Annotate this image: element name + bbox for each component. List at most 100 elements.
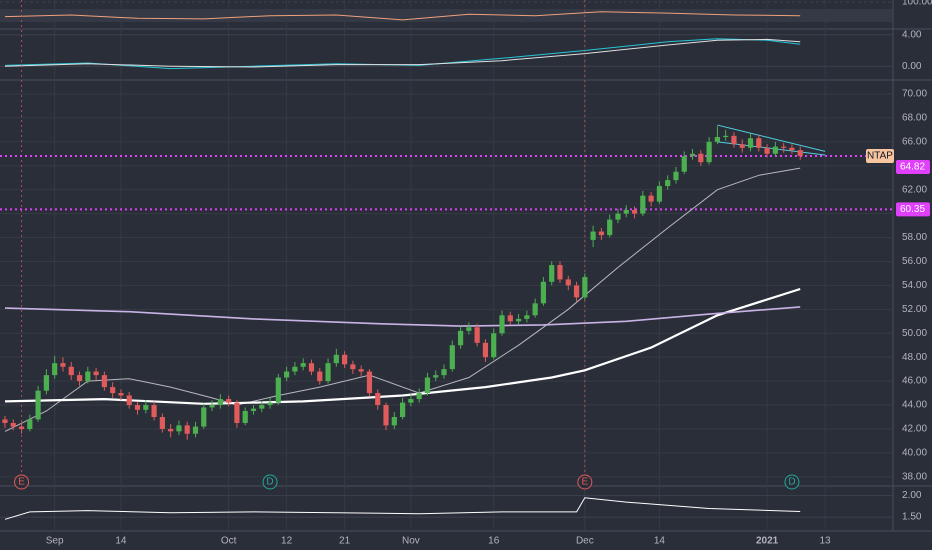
y-tick-label: 52.00 (902, 304, 927, 315)
candle-body (284, 371, 290, 378)
y-tick-label: 66.00 (902, 136, 927, 147)
y-tick-label: 46.00 (902, 376, 927, 387)
line (4, 11, 801, 21)
candle-body (118, 393, 124, 396)
candle-body (781, 146, 787, 148)
candle-body (159, 417, 165, 429)
pane-separators (0, 0, 932, 532)
candle-body (358, 369, 364, 372)
candle-body (532, 303, 538, 316)
candle-body (43, 375, 49, 391)
y-tick-label: 40.00 (902, 448, 927, 459)
candle-body (292, 366, 298, 372)
y-tick-label: 70.00 (902, 89, 927, 100)
y-tick-label: 54.00 (902, 280, 927, 291)
x-tick-label: 14 (654, 536, 666, 547)
candle-body (441, 369, 447, 376)
candle-body (706, 141, 712, 163)
candle-body (491, 333, 497, 358)
last-price-bg (896, 159, 930, 174)
y-tick-label: 1.50 (902, 512, 922, 523)
candle-body (772, 146, 778, 154)
candle-body (201, 407, 207, 427)
x-tick-label: 14 (115, 536, 127, 547)
candle-body (192, 426, 199, 434)
grid (0, 0, 893, 531)
candle-body (209, 405, 215, 408)
y-tick-label: 2.00 (902, 490, 922, 501)
candle-body (350, 364, 356, 370)
candle-body (598, 231, 605, 236)
candle-body (623, 210, 629, 214)
candle-body (217, 399, 223, 406)
x-tick-label: 16 (488, 536, 500, 547)
y-tick-label: 0.00 (902, 61, 922, 72)
x-tick-label: 21 (339, 536, 351, 547)
candle-body (18, 426, 25, 429)
candle-body (242, 411, 248, 423)
candle-body (499, 315, 505, 334)
x-tick-label: Dec (576, 536, 594, 547)
x-tick-label: 12 (281, 536, 293, 547)
x-tick-label: Nov (402, 536, 420, 547)
y-tick-label: 62.00 (902, 184, 927, 195)
candle-body (764, 147, 770, 154)
x-tick-label: Oct (221, 536, 237, 547)
candle-body (375, 393, 381, 406)
level-label: 60.35 (900, 204, 925, 215)
candle-body (168, 428, 174, 432)
candle-body (52, 363, 58, 376)
candle-body (151, 405, 157, 417)
candle-body (607, 219, 613, 236)
candle-body (540, 281, 547, 304)
level-label-bg (896, 202, 930, 217)
line (4, 38, 801, 70)
x-tick-label: 13 (820, 536, 832, 547)
candle-body (126, 395, 132, 406)
candle-body (582, 277, 588, 298)
candle-body (143, 405, 149, 410)
candle-body (515, 318, 522, 322)
candle-body (308, 363, 315, 372)
candle-body (615, 213, 621, 220)
candle-body (739, 144, 745, 148)
ticker-label: NTAP (867, 151, 893, 162)
last-price-label: 64.82 (900, 162, 925, 173)
y-tick-label: 58.00 (902, 232, 927, 243)
y-tick-label: 100.00 (902, 0, 932, 8)
candle-body (35, 390, 41, 420)
candle-body (342, 354, 348, 365)
candle-body (631, 210, 638, 214)
candle-body (300, 363, 306, 367)
candle-body (101, 375, 107, 388)
candle-body (747, 138, 754, 148)
candle-body (557, 265, 563, 280)
candle-body (424, 377, 431, 394)
y-tick-label: 4.00 (902, 29, 922, 40)
candle-body (10, 422, 16, 427)
candle-body (756, 138, 762, 148)
y-tick-label: 50.00 (902, 328, 927, 339)
event-label: D (788, 477, 795, 488)
candle-body (457, 330, 464, 346)
candle-body (68, 366, 74, 376)
candle-body (549, 265, 555, 282)
candle-body (673, 171, 679, 181)
candle-body (474, 327, 480, 343)
candle-body (698, 153, 704, 163)
candle-body (333, 354, 339, 364)
candle-body (399, 402, 406, 417)
candle-body (226, 399, 232, 403)
candle-body (259, 405, 265, 409)
candle-body (573, 285, 580, 298)
x-tick-label: Sep (46, 536, 64, 547)
candle-body (656, 186, 662, 202)
candle-body (689, 153, 696, 157)
candle-body (110, 387, 116, 394)
candle-body (482, 342, 489, 358)
candle-body (681, 156, 687, 172)
candle-body (789, 147, 795, 151)
candle-body (267, 402, 273, 406)
